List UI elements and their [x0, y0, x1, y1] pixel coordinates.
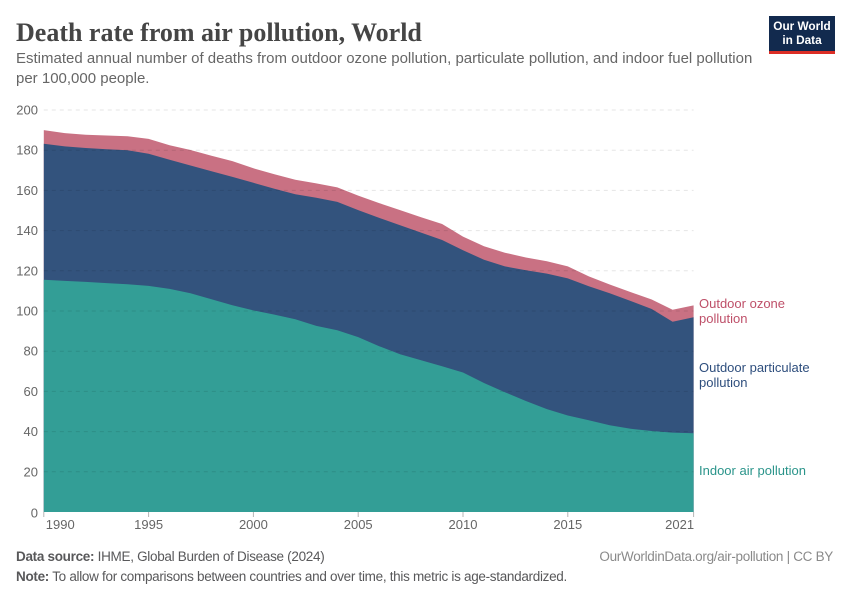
svg-text:2015: 2015 — [553, 517, 582, 532]
svg-text:40: 40 — [24, 424, 38, 439]
svg-text:2005: 2005 — [344, 517, 373, 532]
svg-text:2000: 2000 — [239, 517, 268, 532]
svg-text:20: 20 — [24, 464, 38, 479]
svg-text:1995: 1995 — [134, 517, 163, 532]
svg-text:60: 60 — [24, 384, 38, 399]
svg-text:80: 80 — [24, 344, 38, 359]
svg-text:120: 120 — [16, 263, 38, 278]
svg-text:1990: 1990 — [46, 517, 75, 532]
svg-text:0: 0 — [31, 506, 38, 521]
svg-text:2021: 2021 — [665, 517, 694, 532]
svg-text:160: 160 — [16, 183, 38, 198]
svg-text:140: 140 — [16, 223, 38, 238]
svg-text:180: 180 — [16, 143, 38, 158]
svg-text:100: 100 — [16, 304, 38, 319]
svg-text:2010: 2010 — [449, 517, 478, 532]
svg-text:200: 200 — [16, 103, 38, 118]
